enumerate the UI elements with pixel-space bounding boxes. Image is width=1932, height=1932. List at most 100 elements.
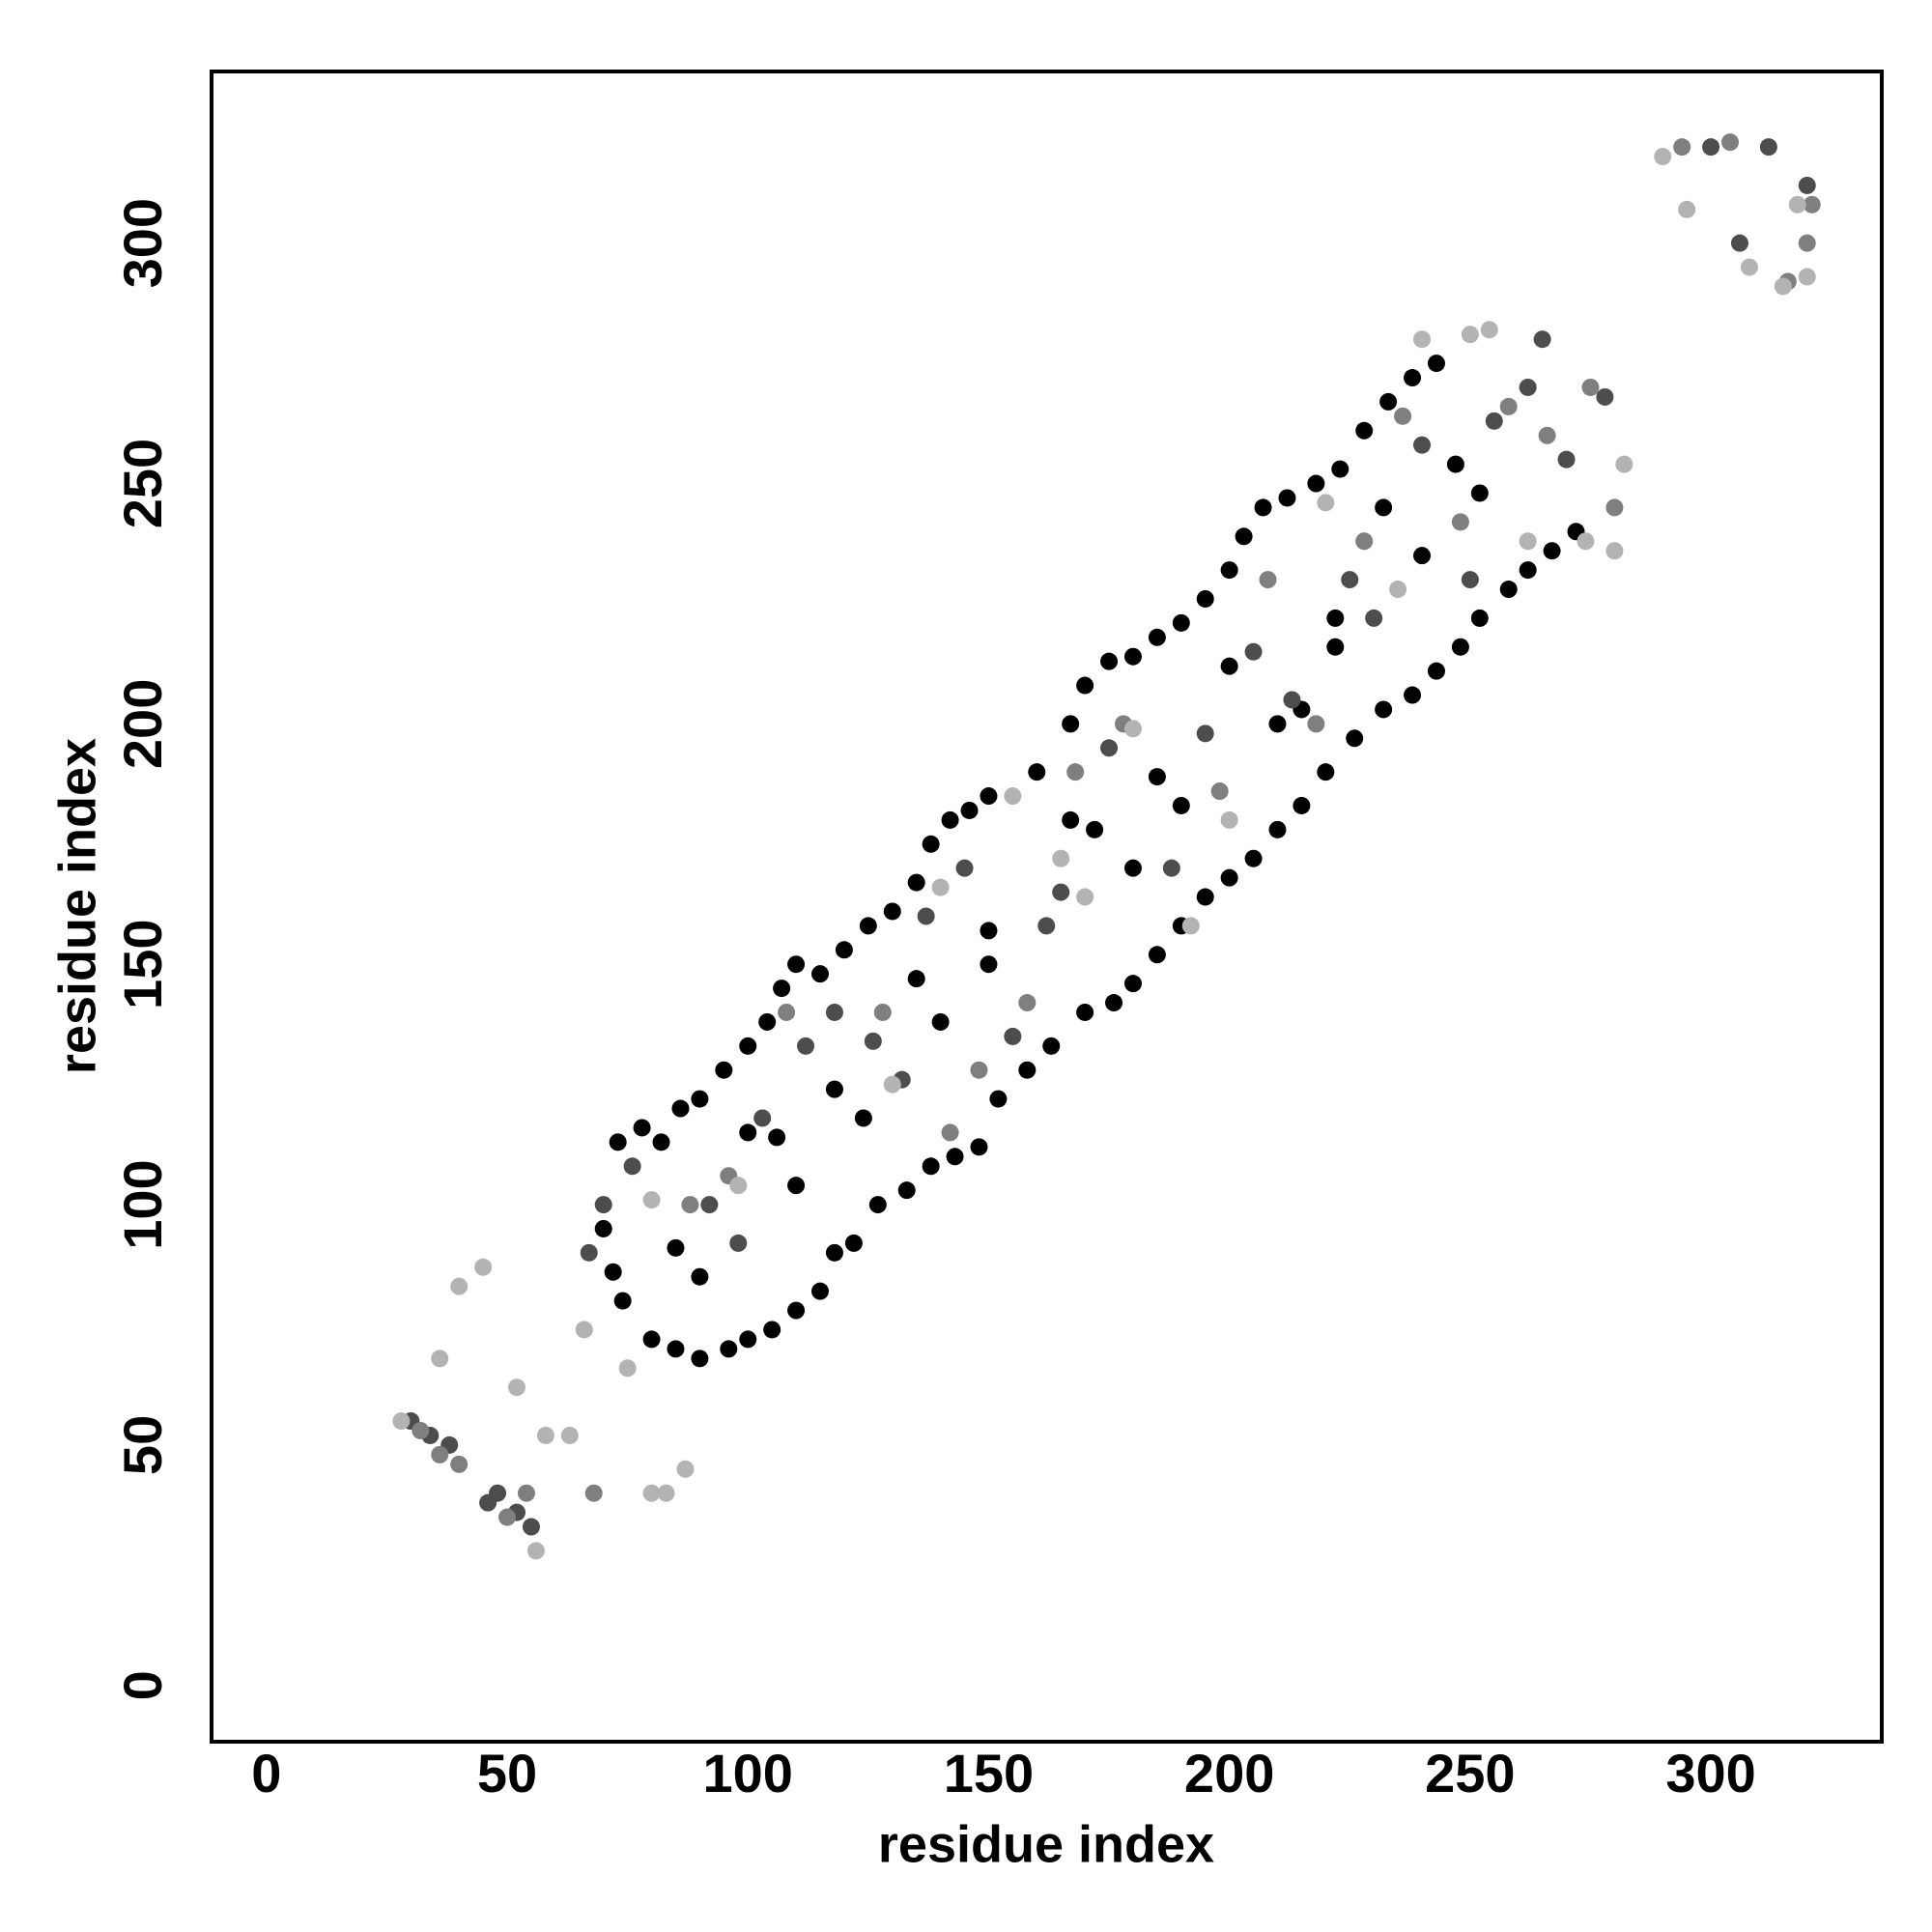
point [1326, 609, 1345, 627]
point [873, 1003, 892, 1021]
point [1519, 532, 1537, 551]
point [1148, 628, 1166, 646]
point [917, 907, 935, 925]
point [1086, 820, 1104, 838]
point [450, 1277, 469, 1295]
point [681, 1196, 699, 1214]
point [1461, 571, 1479, 589]
point [1375, 700, 1393, 719]
point [584, 1484, 603, 1502]
point [676, 1460, 695, 1478]
point [1470, 609, 1489, 627]
point [970, 1061, 988, 1079]
point [1413, 330, 1432, 349]
x-tick-label: 300 [1665, 1743, 1755, 1804]
point [412, 1421, 430, 1439]
y-axis-title: residue index [48, 738, 106, 1074]
point [1533, 330, 1551, 349]
y-tick-label: 0 [112, 1670, 173, 1700]
point [1066, 763, 1085, 781]
point [729, 1177, 748, 1195]
point [1076, 676, 1094, 695]
point [1394, 407, 1412, 425]
point [1331, 460, 1350, 478]
point [1220, 657, 1238, 675]
point [392, 1412, 411, 1431]
point [946, 1148, 964, 1166]
point [1499, 397, 1518, 415]
y-tick-label: 300 [112, 198, 173, 288]
point [1557, 450, 1576, 469]
point [897, 1181, 916, 1200]
point [560, 1426, 579, 1444]
point [883, 902, 901, 921]
point [450, 1455, 469, 1473]
point [970, 1138, 988, 1156]
point [507, 1378, 526, 1397]
point [633, 1119, 651, 1137]
point [1317, 763, 1335, 781]
point [1210, 782, 1229, 801]
point [671, 1099, 690, 1118]
point [1196, 589, 1214, 608]
point [431, 1445, 449, 1463]
x-tick-label: 50 [477, 1743, 537, 1804]
point [517, 1484, 535, 1502]
x-tick-label: 250 [1425, 1743, 1515, 1804]
point [1307, 474, 1325, 493]
point [1018, 1061, 1037, 1079]
point [609, 1133, 627, 1151]
point [1062, 810, 1080, 829]
point [835, 941, 853, 959]
point [1702, 138, 1720, 156]
point [526, 1542, 545, 1560]
point [922, 1157, 940, 1176]
point [1543, 542, 1561, 560]
point [739, 1037, 757, 1055]
point [1413, 436, 1432, 454]
point [1470, 484, 1489, 502]
point [1268, 820, 1287, 838]
point [1730, 234, 1748, 252]
point [1148, 946, 1166, 964]
point [1519, 378, 1537, 396]
point [980, 922, 998, 940]
point [1317, 494, 1335, 512]
point [691, 1267, 709, 1286]
point [1485, 412, 1503, 430]
point [797, 1037, 815, 1055]
point [941, 1123, 959, 1142]
point [825, 1080, 843, 1098]
point [1774, 277, 1792, 296]
point [854, 1109, 872, 1127]
point [1259, 571, 1277, 589]
point [922, 835, 940, 853]
point [1076, 1003, 1094, 1021]
point [1404, 686, 1422, 704]
point [1062, 715, 1080, 733]
point [474, 1258, 493, 1276]
point [642, 1330, 661, 1349]
point [758, 1012, 777, 1031]
point [1076, 888, 1094, 906]
point [623, 1157, 641, 1176]
x-tick-label: 200 [1184, 1743, 1274, 1804]
point [1162, 859, 1180, 877]
point [864, 1032, 882, 1050]
point [1355, 421, 1374, 440]
point [1740, 258, 1758, 276]
point [1220, 561, 1238, 580]
point [1461, 326, 1479, 344]
point [1172, 796, 1190, 814]
point [1365, 609, 1383, 627]
point [1004, 1027, 1022, 1045]
point [1798, 176, 1816, 194]
point [787, 1301, 806, 1320]
point [1451, 513, 1469, 531]
point [1346, 729, 1364, 748]
point [1759, 138, 1777, 156]
point [691, 1090, 709, 1108]
x-tick-label: 100 [703, 1743, 793, 1804]
point [498, 1508, 517, 1526]
point [989, 1090, 1008, 1108]
